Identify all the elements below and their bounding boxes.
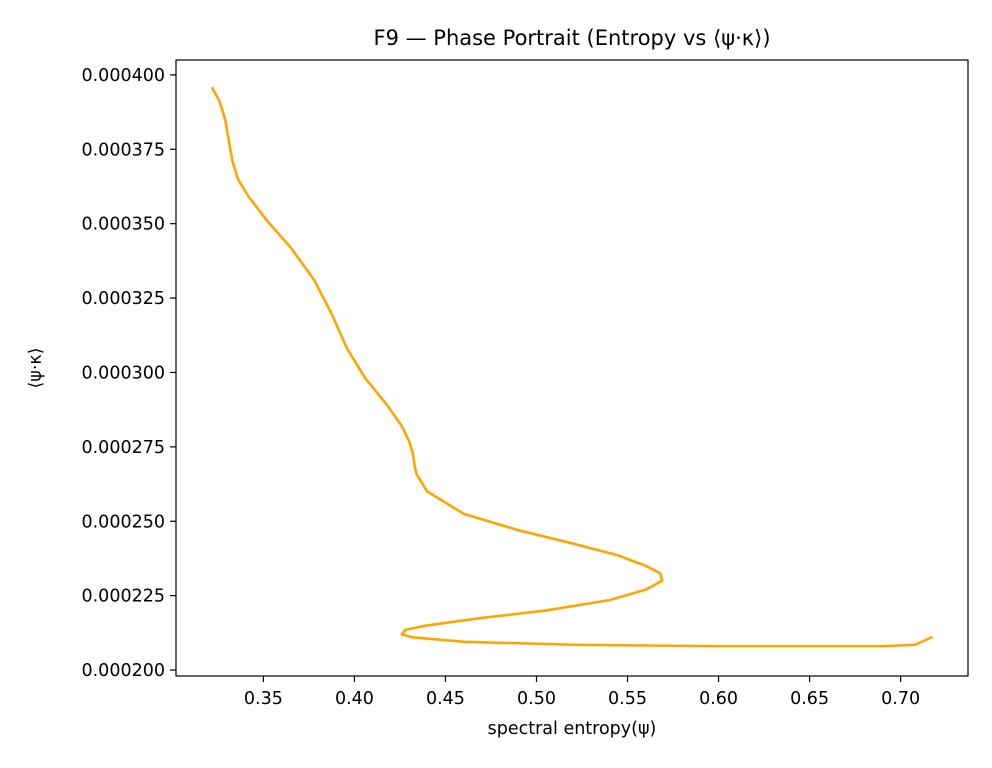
y-tick-label: 0.000350 (81, 215, 165, 235)
chart-title: F9 — Phase Portrait (Entropy vs ⟨ψ·κ⟩) (373, 26, 770, 50)
x-tick-label: 0.65 (790, 689, 829, 709)
y-axis-label: ⟨ψ·κ⟩ (26, 347, 46, 388)
y-tick-label: 0.000200 (81, 661, 165, 681)
series-line-0 (211, 86, 933, 648)
y-tick-label: 0.000275 (81, 438, 165, 458)
y-tick-label: 0.000300 (81, 363, 165, 383)
x-tick-label: 0.35 (244, 689, 283, 709)
x-tick-label: 0.55 (608, 689, 647, 709)
plot-frame (175, 59, 969, 677)
x-axis-label: spectral entropy(ψ) (488, 719, 657, 739)
x-tick-label: 0.45 (426, 689, 465, 709)
x-axis: 0.35 0.40 0.45 0.50 0.55 0.60 0.65 0.70 (244, 676, 920, 709)
x-tick-label: 0.40 (335, 689, 374, 709)
x-tick-label: 0.50 (517, 689, 556, 709)
y-tick-label: 0.000250 (81, 512, 165, 532)
y-tick-label: 0.000375 (81, 140, 165, 160)
x-tick-label: 0.60 (699, 689, 738, 709)
y-tick-label: 0.000225 (81, 587, 165, 607)
x-tick-label: 0.70 (881, 689, 920, 709)
plot-layer (211, 86, 933, 648)
y-tick-label: 0.000325 (81, 289, 165, 309)
y-tick-label: 0.000400 (81, 66, 165, 86)
y-axis: 0.000200 0.000225 0.000250 0.000275 0.000300… (81, 66, 176, 681)
